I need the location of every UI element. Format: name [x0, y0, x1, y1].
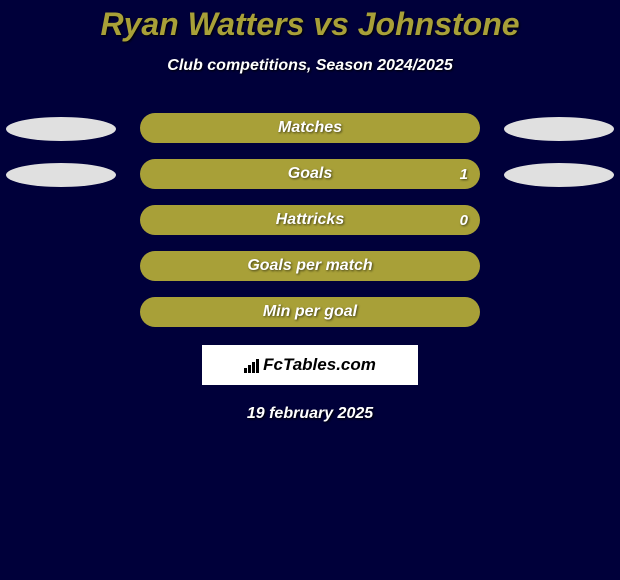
stat-label: Min per goal	[140, 303, 480, 321]
brand-text: FcTables.com	[263, 355, 376, 375]
right-value-ellipse	[504, 117, 614, 141]
stat-row: Hattricks0	[0, 205, 620, 235]
stat-bar: Goals1	[140, 159, 480, 189]
stat-row: Goals1	[0, 159, 620, 189]
right-value-ellipse	[504, 163, 614, 187]
stat-rows: Matches Goals1 Hattricks0 Goals per match Mi…	[0, 113, 620, 327]
brand-box: FcTables.com	[202, 345, 418, 385]
comparison-infographic: Ryan Watters vs Johnstone Club competiti…	[0, 0, 620, 580]
stat-row: Min per goal	[0, 297, 620, 327]
stat-label: Goals	[140, 165, 480, 183]
stat-label: Matches	[140, 119, 480, 137]
page-subtitle: Club competitions, Season 2024/2025	[0, 57, 620, 75]
page-title: Ryan Watters vs Johnstone	[0, 0, 620, 43]
brand-chart-icon	[244, 357, 259, 373]
stat-value: 1	[460, 166, 468, 183]
left-value-ellipse	[6, 117, 116, 141]
snapshot-date: 19 february 2025	[0, 405, 620, 423]
stat-bar: Goals per match	[140, 251, 480, 281]
stat-value: 0	[460, 212, 468, 229]
stat-label: Hattricks	[140, 211, 480, 229]
stat-row: Matches	[0, 113, 620, 143]
stat-row: Goals per match	[0, 251, 620, 281]
left-value-ellipse	[6, 163, 116, 187]
stat-bar: Min per goal	[140, 297, 480, 327]
stat-bar: Hattricks0	[140, 205, 480, 235]
stat-label: Goals per match	[140, 257, 480, 275]
stat-bar: Matches	[140, 113, 480, 143]
